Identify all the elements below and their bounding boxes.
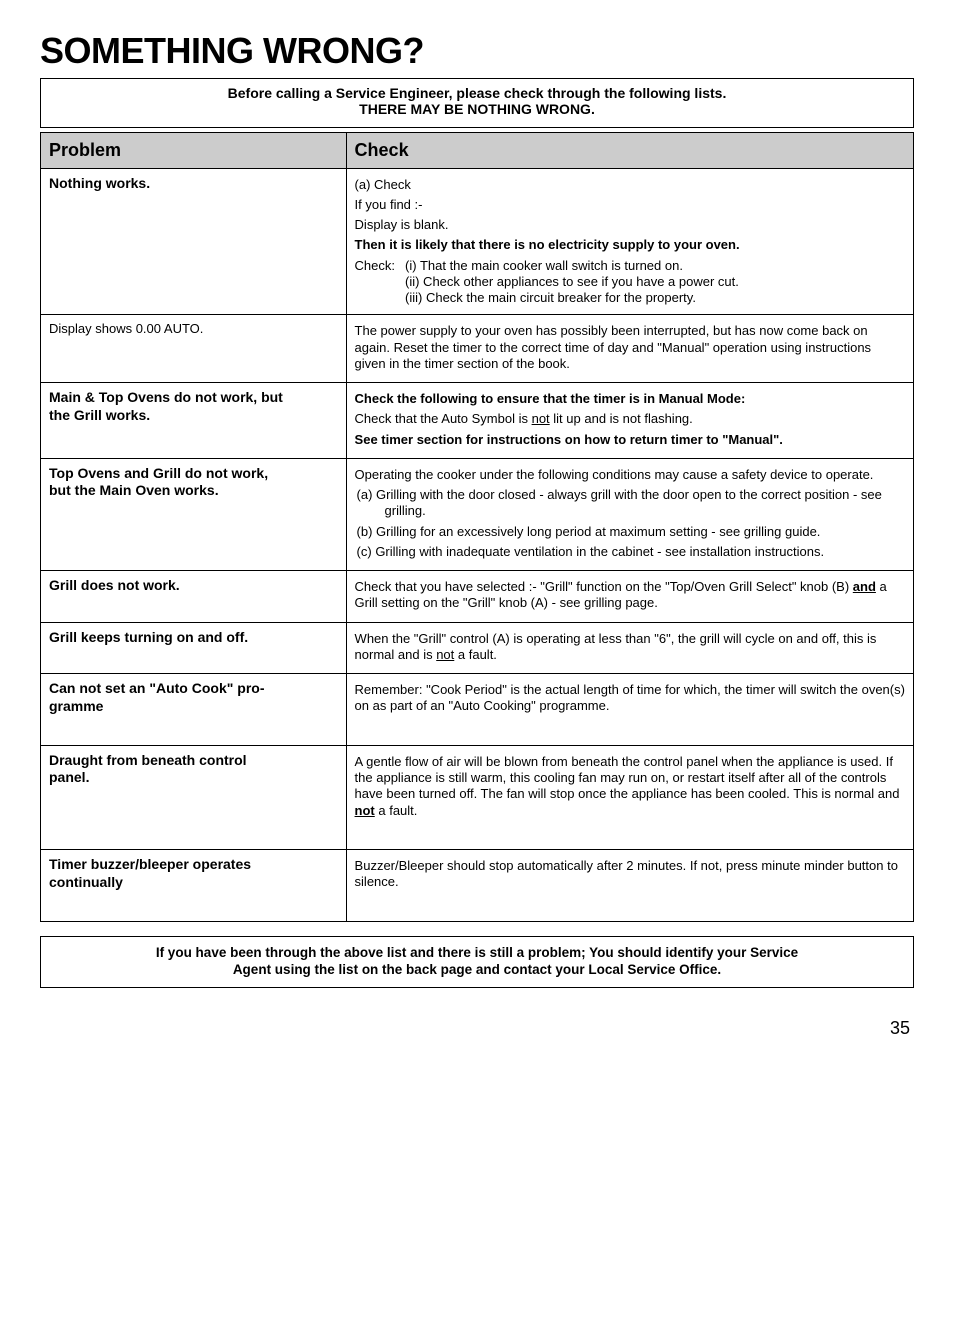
- list-item: (iii) Check the main circuit breaker for…: [403, 290, 905, 306]
- problem-label: Grill does not work.: [49, 577, 180, 593]
- problem-label: Can not set an "Auto Cook" pro-: [49, 680, 265, 696]
- text: Check that the Auto Symbol is not lit up…: [355, 411, 905, 427]
- check-cell: The power supply to your oven has possib…: [346, 315, 913, 383]
- intro-box: Before calling a Service Engineer, pleas…: [40, 78, 914, 128]
- footer-box: If you have been through the above list …: [40, 936, 914, 988]
- check-cell: Check that you have selected :- "Grill" …: [346, 571, 913, 623]
- footer-line2: Agent using the list on the back page an…: [233, 962, 721, 977]
- table-row: Display shows 0.00 AUTO. The power suppl…: [41, 315, 914, 383]
- list-item: (ii) Check other appliances to see if yo…: [403, 274, 905, 290]
- page-title: SOMETHING WRONG?: [40, 30, 914, 72]
- text: Display is blank.: [355, 217, 905, 233]
- text-bold: See timer section for instructions on ho…: [355, 432, 905, 448]
- intro-line1: Before calling a Service Engineer, pleas…: [51, 85, 903, 101]
- problem-label: Main & Top Ovens do not work, but: [49, 389, 283, 405]
- problem-label: gramme: [49, 698, 103, 714]
- table-row: Can not set an "Auto Cook" pro- gramme R…: [41, 674, 914, 746]
- list-item: (i) That the main cooker wall switch is …: [403, 258, 905, 274]
- check-cell: Operating the cooker under the following…: [346, 458, 913, 570]
- text: Check that you have selected :- "Grill" …: [355, 579, 905, 612]
- text: Buzzer/Bleeper should stop automatically…: [355, 858, 905, 891]
- check-cell: Remember: "Cook Period" is the actual le…: [346, 674, 913, 746]
- check-cell: (a) Check If you find :- Display is blan…: [346, 168, 913, 315]
- text: (a) Check: [355, 177, 905, 193]
- problem-label: Display shows 0.00 AUTO.: [49, 321, 203, 336]
- list-item: (c) Grilling with inadequate ventilation…: [355, 544, 905, 560]
- problem-label: but the Main Oven works.: [49, 482, 219, 498]
- table-row: Timer buzzer/bleeper operates continuall…: [41, 850, 914, 922]
- problem-label: the Grill works.: [49, 407, 150, 423]
- problem-label: Nothing works.: [49, 175, 150, 191]
- table-row: Top Ovens and Grill do not work, but the…: [41, 458, 914, 570]
- problem-label: panel.: [49, 769, 89, 785]
- text: Operating the cooker under the following…: [355, 467, 905, 483]
- text-bold: Check the following to ensure that the t…: [355, 391, 905, 407]
- page-number: 35: [40, 1018, 914, 1039]
- problem-label: Draught from beneath control: [49, 752, 247, 768]
- check-cell: Buzzer/Bleeper should stop automatically…: [346, 850, 913, 922]
- text: Remember: "Cook Period" is the actual le…: [355, 682, 905, 715]
- check-cell: Check the following to ensure that the t…: [346, 383, 913, 459]
- problem-label: Top Ovens and Grill do not work,: [49, 465, 268, 481]
- col-problem: Problem: [41, 133, 347, 169]
- check-cell: A gentle flow of air will be blown from …: [346, 745, 913, 849]
- text: The power supply to your oven has possib…: [355, 323, 905, 372]
- table-row: Nothing works. (a) Check If you find :- …: [41, 168, 914, 315]
- problem-label: Grill keeps turning on and off.: [49, 629, 248, 645]
- text: If you find :-: [355, 197, 905, 213]
- check-cell: When the "Grill" control (A) is operatin…: [346, 622, 913, 674]
- table-row: Draught from beneath control panel. A ge…: [41, 745, 914, 849]
- problem-label: continually: [49, 874, 123, 890]
- text: When the "Grill" control (A) is operatin…: [355, 631, 905, 664]
- intro-line2: THERE MAY BE NOTHING WRONG.: [51, 101, 903, 117]
- table-row: Main & Top Ovens do not work, but the Gr…: [41, 383, 914, 459]
- check-label: Check:: [355, 258, 395, 309]
- table-row: Grill keeps turning on and off. When the…: [41, 622, 914, 674]
- col-check: Check: [346, 133, 913, 169]
- text-bold: Then it is likely that there is no elect…: [355, 237, 905, 253]
- troubleshoot-table: Problem Check Nothing works. (a) Check I…: [40, 132, 914, 922]
- problem-label: Timer buzzer/bleeper operates: [49, 856, 251, 872]
- text: A gentle flow of air will be blown from …: [355, 754, 905, 819]
- footer-line1: If you have been through the above list …: [156, 945, 798, 960]
- table-row: Grill does not work. Check that you have…: [41, 571, 914, 623]
- list-item: (b) Grilling for an excessively long per…: [355, 524, 905, 540]
- list-item: (a) Grilling with the door closed - alwa…: [355, 487, 905, 520]
